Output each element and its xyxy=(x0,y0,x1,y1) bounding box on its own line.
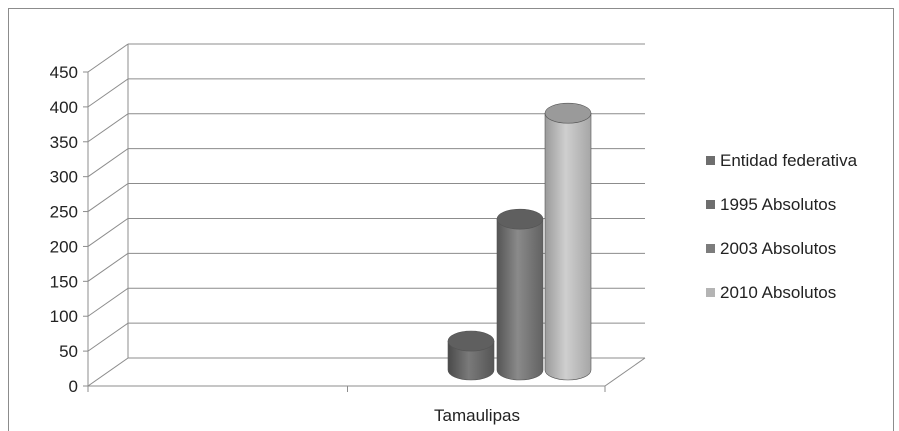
y-tick-label: 200 xyxy=(50,237,78,256)
side-gridline xyxy=(87,148,129,178)
side-gridline xyxy=(87,287,129,317)
floor-right-edge xyxy=(604,357,646,387)
legend-swatch xyxy=(706,156,715,165)
y-tick-label: 0 xyxy=(69,377,78,396)
y-tick-label: 150 xyxy=(50,272,78,291)
legend-swatch xyxy=(706,288,715,297)
side-gridline xyxy=(87,43,129,73)
y-tick-label: 450 xyxy=(50,63,78,82)
y-tick-label: 400 xyxy=(50,98,78,117)
side-gridline xyxy=(87,322,129,352)
side-gridline xyxy=(87,252,129,282)
bars-layer xyxy=(447,102,592,381)
y-tick-label: 300 xyxy=(50,168,78,187)
legend-swatch xyxy=(706,244,715,253)
bar-top xyxy=(447,330,495,352)
side-gridline xyxy=(87,78,129,108)
legend-label: 1995 Absolutos xyxy=(720,195,836,214)
side-gridline xyxy=(87,218,129,247)
bar-top xyxy=(496,208,544,230)
y-tick-label: 50 xyxy=(59,342,78,361)
y-tick-label: 350 xyxy=(50,133,78,152)
y-tick-label: 250 xyxy=(50,203,78,222)
bar-body xyxy=(496,218,544,381)
bar-2010-absolutos xyxy=(544,102,592,381)
legend-label: Entidad federativa xyxy=(720,151,858,170)
bar-top xyxy=(544,102,592,124)
legend-swatch xyxy=(706,200,715,209)
side-gridline xyxy=(87,357,129,387)
bar-body xyxy=(447,340,495,381)
side-gridline xyxy=(87,183,129,212)
side-gridline xyxy=(87,113,129,143)
bar-2003-absolutos xyxy=(496,208,544,381)
legend: Entidad federativa 1995 Absolutos 2003 Abs… xyxy=(706,151,858,302)
legend-label: 2003 Absolutos xyxy=(720,239,836,258)
bar-1995-absolutos xyxy=(447,330,495,381)
chart-frame xyxy=(8,8,894,431)
y-tick-label: 100 xyxy=(50,307,78,326)
bar-body xyxy=(544,112,592,381)
x-category-label: Tamaulipas xyxy=(434,406,520,425)
legend-label: 2010 Absolutos xyxy=(720,283,836,302)
